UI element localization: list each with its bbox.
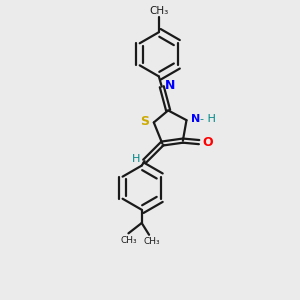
Text: O: O: [202, 136, 213, 148]
Text: CH₃: CH₃: [120, 236, 137, 244]
Text: CH₃: CH₃: [144, 237, 160, 246]
Text: S: S: [140, 115, 149, 128]
Text: N: N: [165, 79, 175, 92]
Text: CH₃: CH₃: [149, 6, 169, 16]
Text: H: H: [132, 154, 140, 164]
Text: - H: - H: [200, 114, 216, 124]
Text: N: N: [191, 114, 200, 124]
